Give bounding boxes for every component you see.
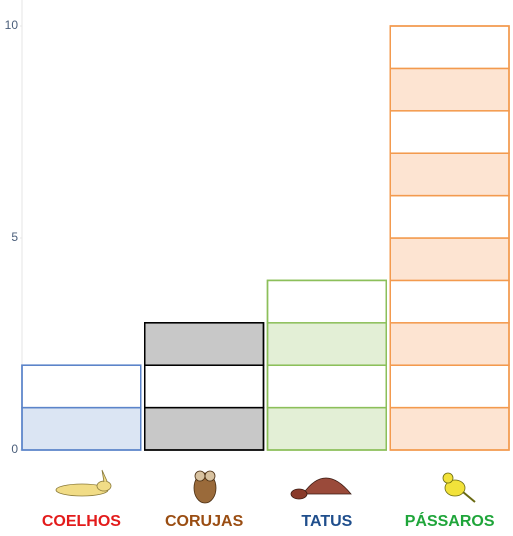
armadillo-icon xyxy=(290,477,352,500)
y-tick-label: 10 xyxy=(5,18,19,32)
bird-icon xyxy=(442,472,476,503)
x-tick-label: TATUS xyxy=(301,513,352,530)
rabbit-icon xyxy=(55,469,112,497)
unit-box xyxy=(389,25,510,70)
bar xyxy=(389,25,510,451)
unit-box xyxy=(21,406,142,451)
unit-box xyxy=(389,406,510,451)
unit-box xyxy=(389,237,510,282)
unit-box xyxy=(144,406,265,451)
unit-box xyxy=(389,194,510,239)
unit-box xyxy=(389,279,510,324)
unit-box xyxy=(266,279,387,324)
y-tick-label: 5 xyxy=(11,230,18,244)
unit-box xyxy=(389,152,510,197)
unit-box xyxy=(266,406,387,451)
bar xyxy=(144,322,265,451)
x-tick-label: PÁSSAROS xyxy=(405,511,495,530)
unit-box xyxy=(389,110,510,154)
unit-box xyxy=(21,364,142,409)
y-tick-label: 0 xyxy=(11,442,18,456)
x-tick-label: COELHOS xyxy=(42,513,121,530)
bar xyxy=(21,364,142,451)
x-tick-label: CORUJAS xyxy=(165,513,244,530)
unit-box xyxy=(266,364,387,409)
bar xyxy=(266,279,387,451)
unit-box xyxy=(144,364,265,409)
unit-box xyxy=(389,67,510,112)
unit-box xyxy=(144,322,265,366)
unit-box xyxy=(266,322,387,366)
unit-box xyxy=(389,322,510,366)
unit-box xyxy=(389,364,510,409)
owl-icon xyxy=(193,470,217,504)
icons xyxy=(55,469,476,504)
